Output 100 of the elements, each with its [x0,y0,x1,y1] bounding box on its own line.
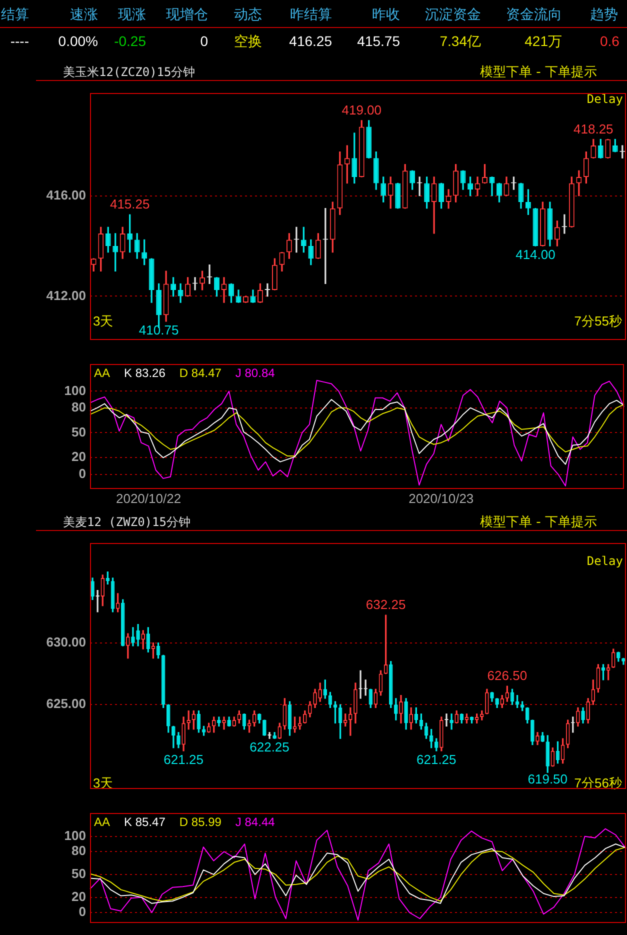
candlestick [485,688,489,714]
candlestick [622,658,626,665]
candlestick [318,682,322,702]
annotation: 622.25 [250,740,290,755]
y-tick-label: 80 [72,843,86,858]
candlestick [313,688,317,708]
candlestick [409,707,413,730]
text: D 84.47 [179,366,222,380]
candlestick [212,716,216,733]
series-label: J 80.84 [235,366,275,380]
candlestick [450,714,454,730]
candlestick [182,716,186,752]
text: -0.25 [114,33,146,49]
candlestick [536,732,540,746]
series-label: J 84.44 [235,815,275,829]
y-tick-label: 20 [72,888,86,904]
legend-title: AA [94,815,110,829]
candlestick [354,682,358,724]
y-tick-label: 100 [64,828,86,843]
y-tick-label: 0 [78,904,86,920]
annotation: 3天 [93,313,114,328]
annotation: 619.50 [528,771,568,786]
chart-subtitle: 模型下单 - 下单提示 [480,64,597,81]
category-label: 现涨 [118,6,146,24]
candlestick [530,720,534,746]
category-label: 动态 [234,6,262,24]
candlestick [500,695,504,708]
y-tick-label: 630.00 [46,634,86,650]
candlestick [176,732,180,748]
text: 0 [200,33,208,49]
candlestick [131,627,135,646]
category-label: 昨收 [372,6,400,24]
annotation: 418.25 [574,121,614,136]
annotation: 621.25 [416,752,456,767]
candlestick [232,716,236,727]
candlestick [136,624,140,646]
category-label: 结算 [1,6,29,24]
text: 421万 [524,33,562,49]
candlestick [222,716,226,730]
candlestick [616,652,620,662]
category-label: 速涨 [70,6,98,24]
candlestick [303,710,307,724]
y-tick-label: 0 [78,466,86,481]
annotation: 626.50 [487,668,528,684]
annotation: 414.00 [516,247,556,262]
candlestick [454,710,458,724]
y-tick-label: 50 [72,866,86,882]
candlestick [394,698,398,720]
text: 0.6 [600,33,620,49]
annotation: 632.25 [366,597,406,612]
candlestick [227,716,231,727]
candlestick [292,716,297,733]
legend-title: AA [94,366,110,380]
candlestick [264,283,270,297]
annotation: 415.25 [110,196,150,212]
y-tick-label: 412.00 [46,288,86,303]
text: K 85.47 [124,815,166,829]
text: 416.25 [289,33,332,49]
y-tick-label: 80 [72,399,86,414]
candlestick [490,692,494,702]
y-tick-label: 625.00 [46,696,86,712]
category-label: 沉淀资金 [425,6,481,24]
category-label: 趋势 [590,6,618,24]
text: 0.00% [58,33,98,49]
candlestick [172,726,176,748]
text: 空换 [234,33,262,49]
candlestick [495,698,499,708]
y-tick-label: 100 [64,382,86,398]
candlestick [540,732,544,742]
candlestick [576,707,580,727]
text: D 85.99 [179,815,222,829]
candlestick [262,720,266,736]
category-label: 昨结算 [290,6,332,24]
chart-title: 美麦12 (ZWZ0)15分钟 [63,514,190,531]
candlestick [186,710,190,730]
candlestick [90,578,94,600]
candlestick [141,630,145,650]
chart-title: 美玉米12(ZCZ0)15分钟 [63,64,196,81]
annotation: 419.00 [342,102,382,118]
y-tick-label: 416.00 [46,187,86,202]
text: 415.75 [357,33,400,49]
candlestick [526,707,530,724]
x-tick-label: 2020/10/23 [408,490,474,506]
candlestick [272,732,276,739]
y-tick-label: 20 [72,449,86,464]
x-tick-label: 2020/10/22 [116,490,182,506]
annotation: 621.25 [164,752,204,767]
text: 7.34亿 [440,33,481,49]
text: K 83.26 [124,366,166,380]
category-label: 现增仓 [166,6,208,24]
annotation: 410.75 [138,322,179,338]
candlestick [399,695,403,724]
candlestick [126,633,130,659]
y-tick-label: 50 [72,424,86,440]
candlestick [440,716,444,752]
category-label: 资金流向 [506,6,562,24]
candlestick [348,707,352,736]
chart-subtitle: 模型下单 - 下单提示 [480,514,597,531]
candlestick [308,701,312,718]
candlestick [116,593,120,612]
